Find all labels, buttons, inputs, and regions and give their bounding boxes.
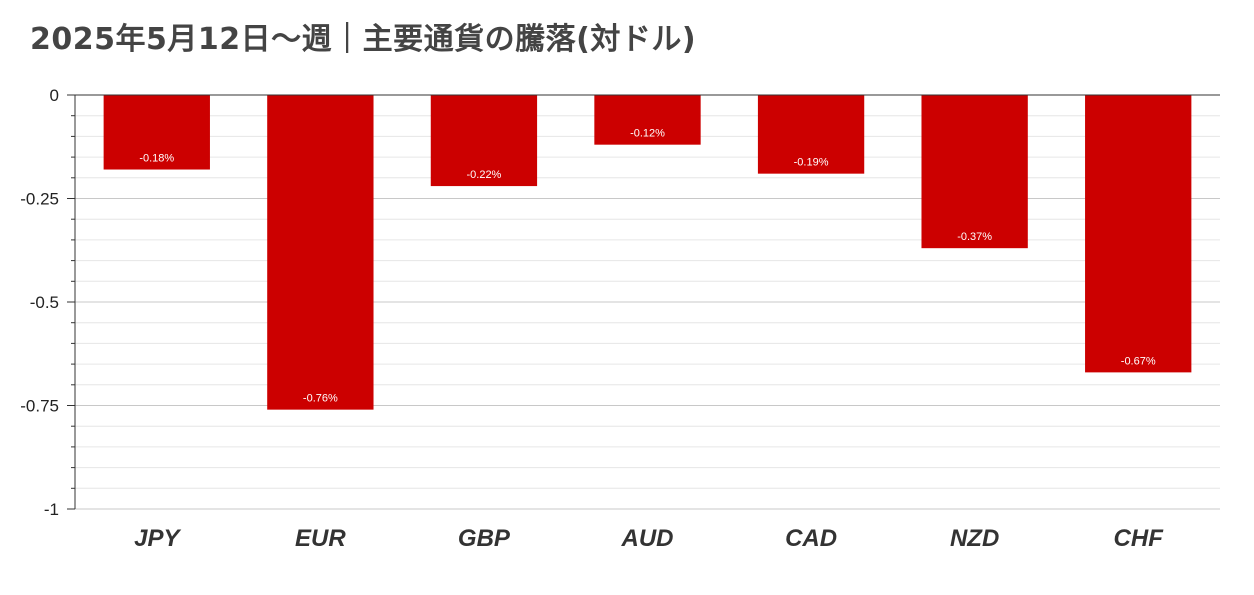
bar <box>267 95 374 410</box>
bar-data-label: -0.37% <box>957 231 992 243</box>
x-category-label: JPY <box>134 525 181 552</box>
bar-data-label: -0.12% <box>630 128 665 140</box>
x-category-label: CHF <box>1114 525 1165 552</box>
bar <box>1085 95 1192 373</box>
bar-data-label: -0.22% <box>466 169 501 181</box>
bar-data-label: -0.18% <box>139 153 174 165</box>
y-tick-label: -0.75 <box>20 397 59 416</box>
x-category-label: EUR <box>295 525 346 552</box>
bar-data-label: -0.67% <box>1121 355 1156 367</box>
x-category-label: NZD <box>950 525 999 552</box>
bar <box>430 95 538 187</box>
grid-lines <box>75 115 1220 510</box>
x-category-label: GBP <box>458 525 511 552</box>
y-tick-label: -0.25 <box>20 190 59 209</box>
bars <box>103 95 1192 410</box>
bar <box>757 95 865 174</box>
x-category-label: CAD <box>785 525 837 552</box>
bar-data-label: -0.76% <box>303 393 338 405</box>
labels: 0 -0.25 -0.5 -0.75 -1 -0.18% JPY -0.76% EUR -0.22… <box>20 86 1164 552</box>
y-tick-label: -0.5 <box>30 293 59 312</box>
x-category-label: AUD <box>621 525 674 552</box>
y-tick-label: -1 <box>44 500 59 519</box>
bar <box>594 95 701 145</box>
y-tick-label: 0 <box>50 86 59 105</box>
chart-title: 2025年5月12日～週｜主要通貨の騰落(対ドル) <box>30 22 697 57</box>
bar <box>921 95 1028 249</box>
bar <box>103 95 210 170</box>
bar-data-label: -0.19% <box>794 157 829 169</box>
axes <box>67 94 1220 510</box>
